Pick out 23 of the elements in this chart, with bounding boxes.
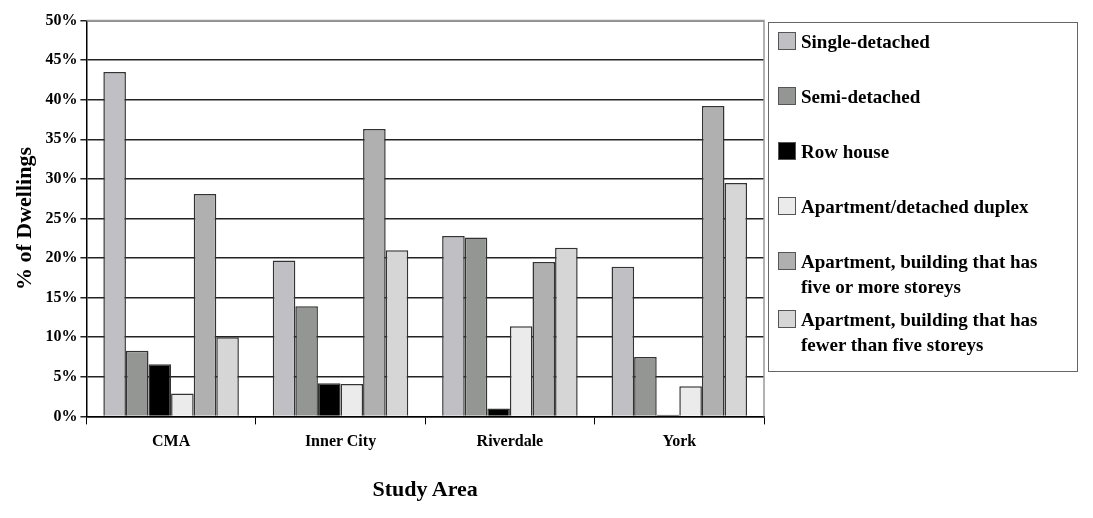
legend-label: Semi-detached — [801, 85, 921, 109]
y-tick-label: 10% — [45, 327, 78, 345]
x-tick-label: CMA — [151, 432, 191, 450]
y-tick-label: 30% — [45, 169, 78, 187]
x-tick-label: Riverdale — [476, 432, 544, 450]
y-tick-label: 25% — [45, 208, 78, 226]
legend-label: Single-detached — [801, 30, 930, 54]
y-tick-label: 40% — [45, 89, 78, 107]
legend-label: Row house — [801, 140, 890, 164]
legend-label: Apartment/detached duplex — [801, 195, 1029, 219]
y-axis-title: % of Dwellings — [10, 146, 36, 290]
y-tick-label: 0% — [53, 406, 78, 424]
y-tick-label: 35% — [45, 129, 78, 147]
y-tick-label: 20% — [45, 248, 78, 266]
x-tick-label: Inner City — [304, 432, 377, 451]
x-tick-label: York — [662, 432, 697, 450]
y-tick-label: 5% — [53, 366, 78, 384]
y-tick-label: 15% — [45, 287, 78, 305]
y-tick-label: 50% — [45, 10, 78, 28]
x-axis-title: Study Area — [372, 476, 478, 502]
y-tick-label: 45% — [45, 50, 78, 68]
legend-label: Apartment, building that has fewer than five storeys — [801, 308, 1039, 357]
legend-label: Apartment, building that has five or more storeys — [801, 250, 1039, 299]
